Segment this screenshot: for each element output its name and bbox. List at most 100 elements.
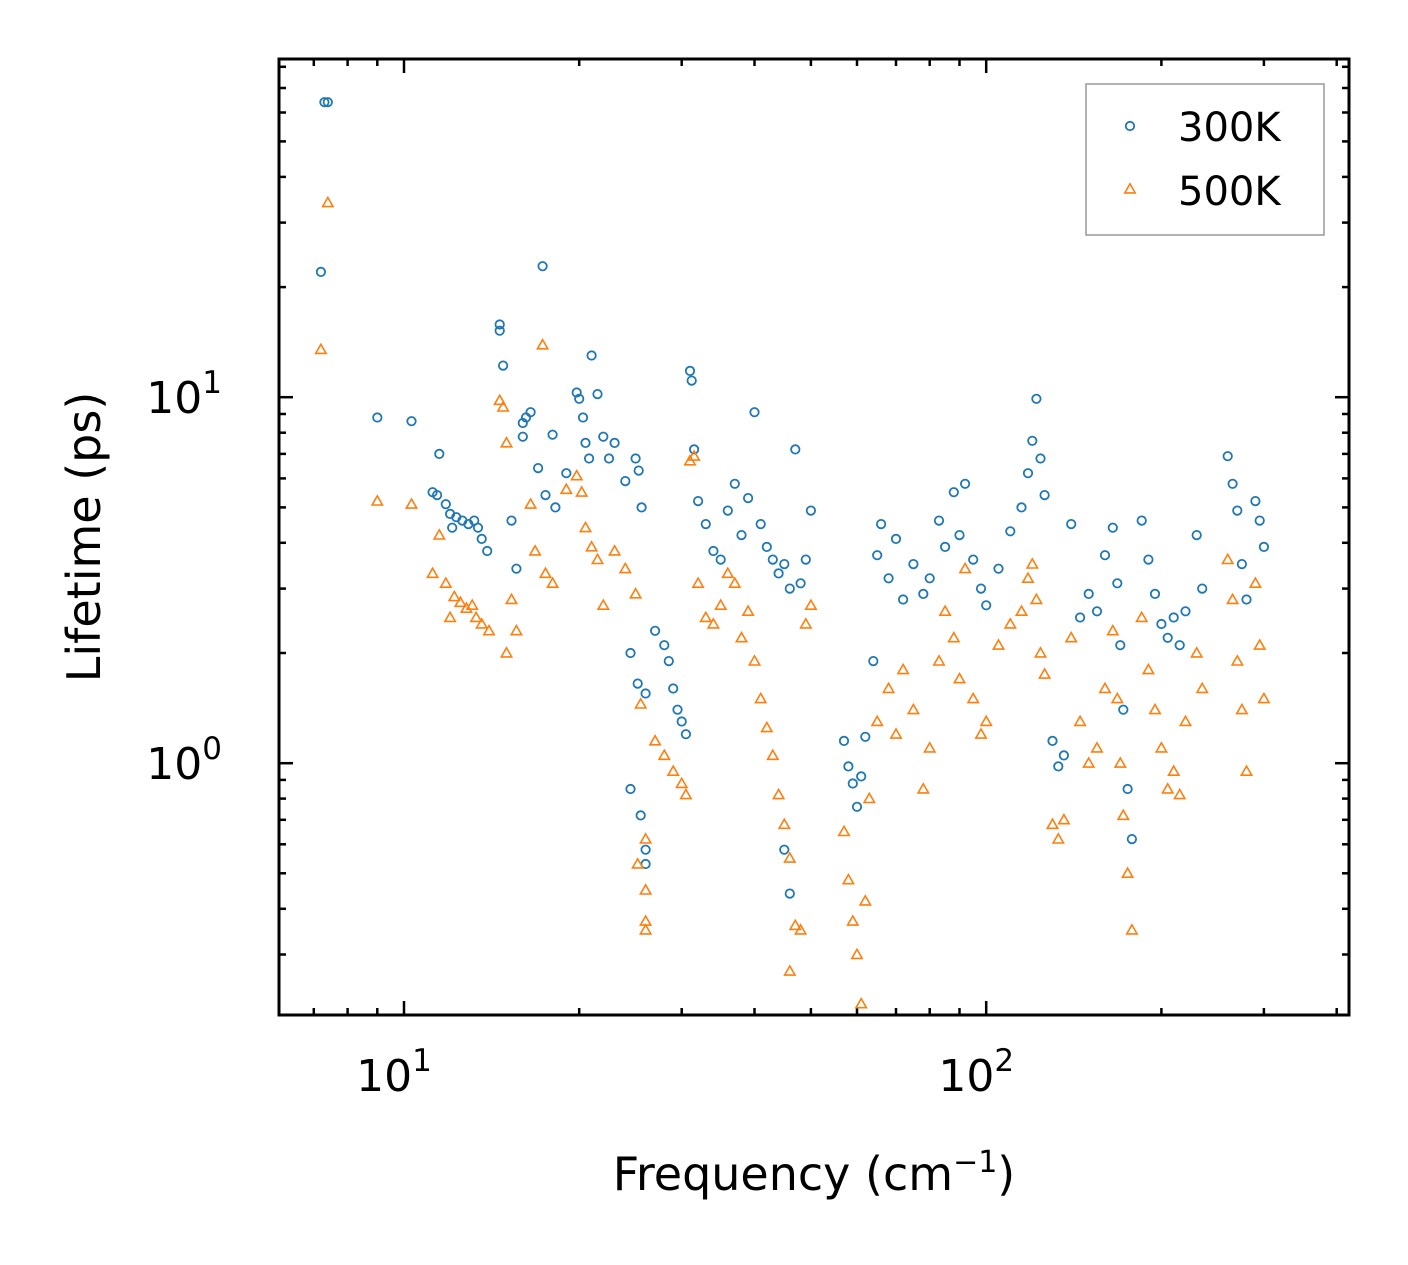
data-point-300k — [476, 533, 487, 545]
data-point-300k — [663, 655, 674, 667]
data-point-500k — [938, 604, 952, 617]
data-point-300k — [547, 429, 558, 440]
data-point-500k — [947, 630, 961, 643]
data-point-500k — [772, 787, 786, 800]
data-point-300k — [975, 583, 987, 594]
data-point-500k — [837, 824, 851, 837]
data-point-500k — [1116, 808, 1130, 821]
data-point-300k — [918, 588, 929, 600]
data-point-300k — [784, 583, 795, 594]
data-point-500k — [841, 872, 855, 885]
data-point-300k — [640, 688, 651, 699]
data-point-500k — [932, 654, 946, 666]
data-point-300k — [939, 541, 951, 553]
legend-box — [1085, 83, 1325, 236]
data-point-500k — [585, 540, 599, 552]
data-point-500k — [439, 576, 453, 589]
data-point-300k — [933, 515, 945, 526]
data-point-300k — [586, 350, 597, 361]
data-point-300k — [993, 563, 1004, 574]
data-point-300k — [890, 533, 902, 545]
data-point-500k — [1226, 592, 1240, 605]
data-point-300k — [1126, 833, 1138, 845]
data-point-300k — [1232, 505, 1243, 516]
series-500k — [314, 195, 1271, 1009]
data-point-300k — [1241, 594, 1252, 605]
data-point-300k — [729, 478, 740, 489]
data-point-500k — [648, 734, 662, 746]
data-point-300k — [632, 678, 643, 689]
data-point-500k — [1125, 923, 1139, 935]
data-point-500k — [783, 851, 797, 863]
legend-marker-500k — [1123, 182, 1137, 194]
data-points — [314, 97, 1271, 1009]
data-point-500k — [728, 576, 742, 589]
data-point-300k — [431, 489, 443, 501]
data-point-300k — [574, 393, 585, 404]
data-point-500k — [634, 697, 648, 709]
data-point-500k — [1161, 782, 1175, 794]
data-point-500k — [952, 671, 967, 684]
data-point-300k — [319, 97, 330, 108]
data-point-500k — [889, 727, 903, 739]
data-point-500k — [1098, 681, 1112, 694]
data-point-300k — [1168, 612, 1179, 623]
data-point-300k — [686, 375, 697, 386]
data-point-300k — [1236, 558, 1248, 570]
data-point-500k — [1257, 691, 1271, 704]
data-point-300k — [742, 492, 754, 504]
data-point-300k — [968, 554, 979, 565]
data-point-500k — [1029, 592, 1043, 605]
data-point-300k — [625, 783, 636, 795]
data-point-300k — [736, 529, 747, 541]
data-point-500k — [570, 468, 584, 481]
data-point-300k — [609, 437, 620, 448]
data-point-500k — [675, 776, 689, 789]
data-point-500k — [465, 598, 479, 611]
data-point-300k — [640, 844, 651, 855]
data-point-300k — [981, 600, 992, 611]
data-point-500k — [1113, 756, 1127, 768]
data-point-500k — [496, 400, 510, 412]
data-point-500k — [766, 748, 780, 761]
data-point-300k — [672, 704, 683, 715]
plot-frame — [277, 57, 1351, 1017]
data-point-300k — [1112, 578, 1123, 589]
data-point-300k — [1075, 612, 1086, 623]
data-point-500k — [804, 598, 818, 611]
data-point-500k — [699, 610, 713, 623]
data-point-300k — [1227, 478, 1238, 489]
data-point-300k — [1118, 704, 1129, 715]
data-point-500k — [747, 654, 762, 666]
data-point-300k — [795, 578, 806, 589]
data-point-300k — [860, 731, 871, 742]
data-point-500k — [639, 832, 653, 844]
data-point-500k — [794, 923, 808, 935]
data-point-300k — [525, 407, 536, 418]
data-point-500k — [1025, 557, 1039, 569]
data-point-500k — [1003, 617, 1017, 629]
data-point-500k — [979, 714, 993, 727]
data-point-500k — [1154, 741, 1168, 753]
data-point-300k — [1162, 632, 1173, 643]
data-point-500k — [1021, 571, 1035, 584]
data-point-300k — [1022, 468, 1034, 479]
data-point-300k — [1258, 541, 1270, 553]
data-point-500k — [991, 638, 1006, 650]
data-point-300k — [494, 319, 505, 330]
data-point-500k — [896, 662, 910, 675]
data-point-300k — [406, 416, 417, 427]
data-point-500k — [783, 964, 797, 976]
data-point-300k — [1191, 529, 1202, 541]
data-point-500k — [1173, 787, 1187, 800]
data-point-300k — [598, 431, 609, 442]
data-point-500k — [459, 601, 473, 614]
data-point-300k — [636, 502, 647, 513]
data-point-300k — [649, 625, 661, 636]
data-point-500k — [657, 748, 671, 761]
data-point-300k — [561, 468, 572, 479]
data-point-500k — [916, 782, 930, 794]
data-point-500k — [1221, 552, 1235, 565]
data-point-300k — [517, 431, 528, 442]
